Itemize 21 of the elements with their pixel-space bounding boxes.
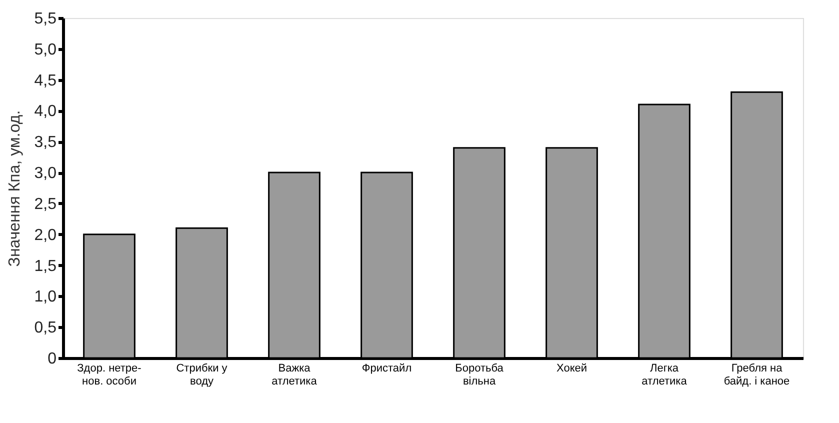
- x-tick-label: Важка атлетика: [272, 362, 318, 388]
- x-tick-label: Фристайл: [362, 362, 412, 374]
- y-tick-label: 4,5: [34, 72, 57, 90]
- y-tick-label: 3,5: [34, 134, 57, 152]
- x-tick-label: Стрибки у воду: [176, 362, 228, 388]
- y-tick-label: 1,5: [34, 258, 57, 275]
- x-tick-label: Хокей: [556, 362, 588, 374]
- x-tick-label: Боротьба вільна: [455, 362, 504, 388]
- x-tick-label: Легка атлетика: [642, 362, 688, 388]
- y-tick-label: 5,5: [34, 10, 57, 28]
- x-tick-label: Здор. нетре- нов. особи: [77, 362, 142, 388]
- y-tick-label: 2,5: [34, 196, 57, 213]
- y-tick-label: 3,0: [34, 165, 57, 182]
- y-tick-label: 0,5: [34, 320, 57, 337]
- y-tick-label: 0: [48, 350, 57, 368]
- y-tick-label: 4,0: [34, 103, 57, 120]
- x-tick-label: Гребля на байд. і каное: [724, 362, 790, 388]
- y-axis-title: Значення Кпа, ум.од.: [6, 110, 24, 267]
- y-tick-label: 1,0: [34, 288, 57, 306]
- y-tick-label: 2,0: [34, 226, 57, 244]
- y-tick-label: 5,0: [34, 41, 57, 58]
